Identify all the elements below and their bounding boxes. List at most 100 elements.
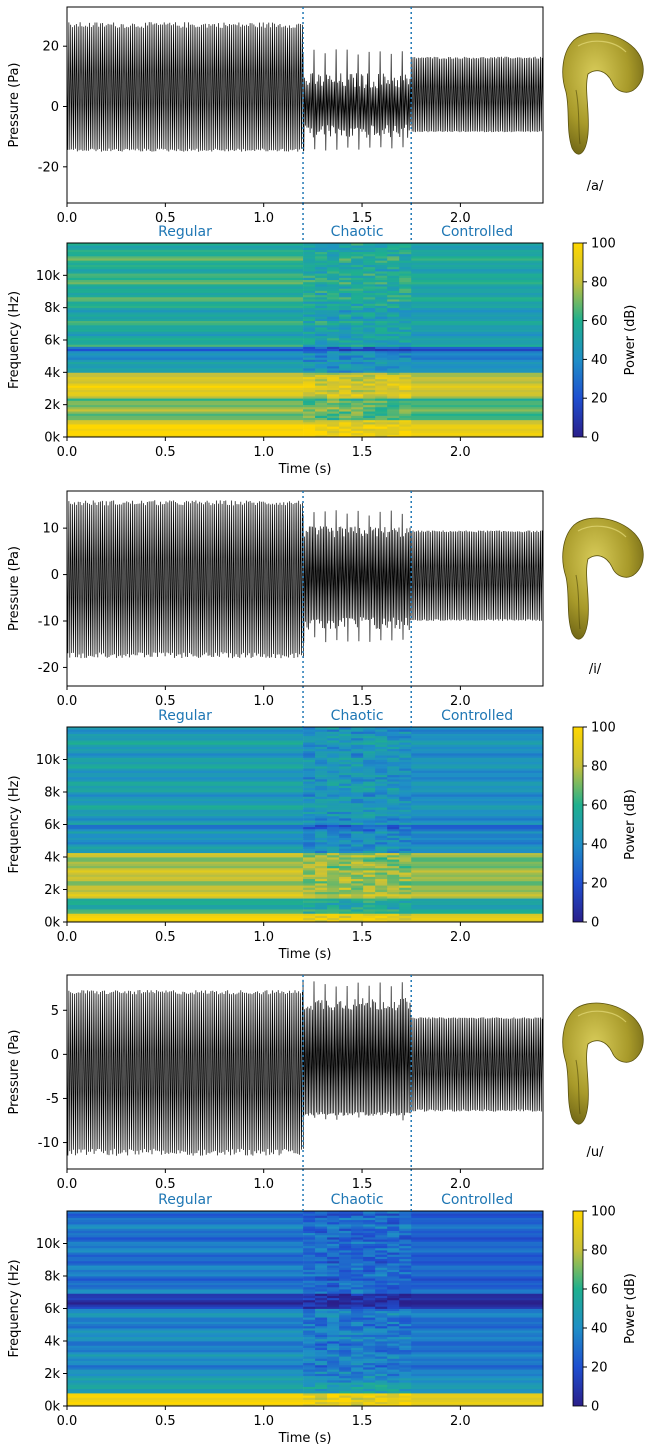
spectrogram-cell (363, 1386, 376, 1390)
spectrogram-cell (303, 1336, 316, 1340)
spectrogram-cell (327, 428, 340, 431)
spectrogram-cell (411, 1273, 544, 1277)
spectrogram-cell (351, 1310, 364, 1314)
spectrogram-cell (375, 906, 388, 910)
spectrogram-cell (67, 902, 304, 906)
spectrogram-cell (363, 1271, 376, 1275)
spectrogram-cell (303, 1239, 316, 1242)
spectrogram-cell (339, 917, 352, 921)
colorbar-tick-label: 20 (591, 877, 608, 892)
spectrogram-cell (327, 1315, 340, 1318)
spectrogram-cell (399, 1276, 412, 1279)
spectrogram-cell (67, 1403, 304, 1407)
spectrogram-cell (67, 1245, 304, 1249)
spectrogram-cell (339, 1299, 352, 1303)
spectrogram-cell (399, 861, 412, 864)
spectrogram-cell (363, 292, 376, 296)
spectrogram-cell (303, 387, 316, 390)
spectrogram-cell (375, 792, 388, 795)
spectrogram-cell (67, 1319, 304, 1322)
x-tick-label: 1.5 (352, 445, 373, 460)
spectrogram-cell (375, 333, 388, 337)
spectrogram-cell (303, 813, 316, 817)
spectrogram-cell (411, 779, 544, 782)
spectrogram-cell (67, 376, 304, 380)
spectrogram-cell (339, 421, 352, 425)
spectrogram-cell (327, 781, 340, 784)
spectrogram-cell (363, 346, 376, 350)
spectrogram-cell (375, 428, 388, 431)
spectrogram-cell (399, 815, 412, 819)
spectrogram-cell (303, 798, 316, 802)
spectrogram-cell (399, 1315, 412, 1318)
spectrogram-cell (351, 1349, 364, 1353)
spectrogram-cell (399, 251, 412, 255)
spectrogram-cell (363, 1371, 376, 1374)
spectrogram-cell (363, 413, 376, 416)
spectrogram-cell (315, 406, 328, 410)
spectrogram-cell (387, 1254, 400, 1257)
spectrogram-cell (399, 1228, 412, 1231)
spectrogram-cell (411, 746, 544, 750)
spectrogram-cell (375, 1289, 388, 1292)
spectrogram-cell (411, 1269, 544, 1273)
spectrogram-cell (399, 404, 412, 408)
spectrogram-cell (67, 789, 304, 793)
spectrogram-cell (303, 1224, 316, 1227)
spectrogram-cell (315, 1306, 328, 1309)
spectrogram-cell (327, 301, 340, 304)
spectrogram-cell (315, 883, 328, 886)
spectrogram-image (67, 727, 544, 923)
spectrogram-cell (411, 800, 544, 804)
spectrogram-cell (67, 792, 304, 795)
spectrogram-cell (411, 837, 544, 841)
spectrogram-cell (67, 421, 304, 425)
spectrogram-cell (375, 1234, 388, 1238)
spectrogram-cell (303, 1388, 316, 1392)
spectrogram-cell (399, 852, 412, 856)
spectrogram-cell (303, 322, 316, 326)
spectrogram-cell (303, 1308, 316, 1312)
spectrogram-cell (339, 281, 352, 285)
spectrogram-cell (303, 396, 316, 399)
spectrogram-cell (375, 787, 388, 791)
spectrogram-cell (327, 1237, 340, 1240)
spectrogram-cell (67, 1252, 304, 1255)
spectrogram-cell (303, 763, 316, 767)
spectrogram-cell (303, 750, 316, 754)
spectrogram-cell (315, 809, 328, 812)
spectrogram-cell (303, 243, 316, 246)
spectrogram-cell (399, 417, 412, 421)
spectrogram-cell (327, 1230, 340, 1234)
region-label-chaotic: Chaotic (331, 224, 384, 240)
spectrogram-cell (399, 1254, 412, 1257)
spectrogram-cell (411, 430, 544, 434)
spectrogram-cell (411, 750, 544, 754)
spectrogram-cell (387, 740, 400, 743)
spectrogram-cell (399, 1215, 412, 1218)
spectrogram-cell (363, 906, 376, 910)
spectrogram-cell (411, 368, 544, 371)
spectrogram-cell (67, 1239, 304, 1242)
spectrogram-cell (351, 1213, 364, 1216)
spectrogram-cell (315, 1371, 328, 1374)
spectrogram-cell (399, 402, 412, 406)
spectrogram-cell (303, 859, 316, 862)
spectrogram-cell (411, 346, 544, 350)
spectrogram-cell (387, 402, 400, 406)
spectrogram-cell (351, 1360, 364, 1364)
spectrogram-cell (411, 854, 544, 858)
spectrogram-cell (303, 1269, 316, 1273)
spectrogram-cell (411, 1250, 544, 1253)
spectrogram-cell (327, 322, 340, 326)
spectrogram-cell (351, 787, 364, 791)
spectrogram-cell (399, 1323, 412, 1327)
spectrogram-cell (315, 768, 328, 771)
spectrogram-cell (375, 768, 388, 771)
spectrogram-cell (315, 844, 328, 847)
spectrogram-cell (375, 833, 388, 836)
spectrogram-cell (375, 854, 388, 858)
spectrogram-cell (327, 1375, 340, 1379)
spectrogram-cell (363, 878, 376, 882)
